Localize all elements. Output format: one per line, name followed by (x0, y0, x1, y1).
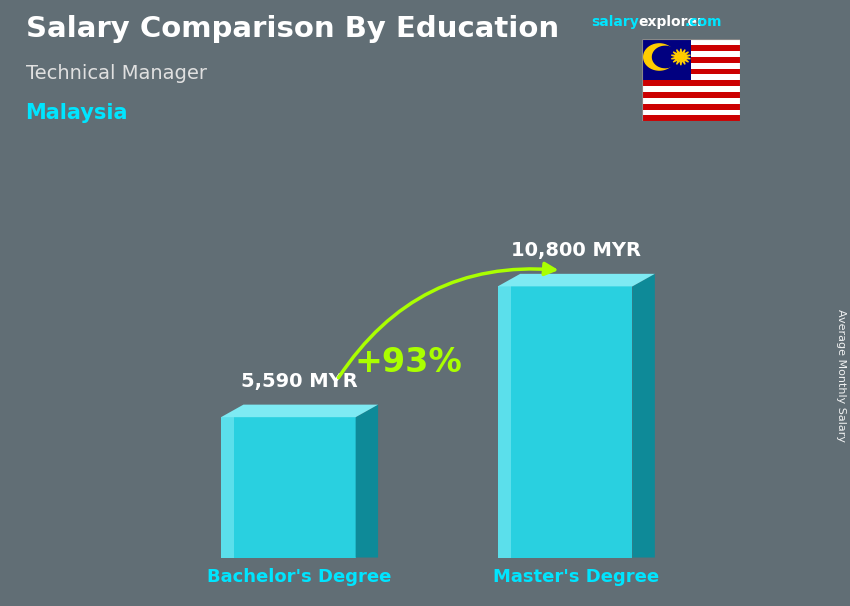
Polygon shape (498, 274, 654, 287)
Text: explorer: explorer (638, 15, 704, 29)
Polygon shape (672, 49, 690, 65)
Polygon shape (498, 287, 632, 558)
Text: Master's Degree: Master's Degree (493, 568, 660, 586)
Bar (642, 57, 740, 63)
Bar (642, 80, 740, 86)
Bar (642, 115, 740, 121)
Bar (642, 68, 740, 75)
Text: salary: salary (591, 15, 638, 29)
Text: +93%: +93% (354, 346, 462, 379)
Bar (642, 104, 740, 110)
Polygon shape (643, 44, 675, 70)
Bar (642, 39, 740, 45)
Polygon shape (221, 417, 355, 558)
Text: Average Monthly Salary: Average Monthly Salary (836, 309, 846, 442)
Text: 5,590 MYR: 5,590 MYR (241, 371, 358, 391)
Polygon shape (653, 46, 678, 68)
Bar (642, 92, 740, 98)
Bar (642, 39, 690, 80)
Polygon shape (355, 405, 378, 558)
FancyArrowPatch shape (338, 264, 555, 378)
Polygon shape (498, 287, 511, 558)
Text: Technical Manager: Technical Manager (26, 64, 207, 82)
Bar (642, 86, 740, 92)
Polygon shape (221, 417, 235, 558)
Bar (642, 110, 740, 115)
Polygon shape (221, 405, 378, 417)
Text: 10,800 MYR: 10,800 MYR (512, 241, 641, 260)
Text: Salary Comparison By Education: Salary Comparison By Education (26, 15, 558, 43)
Text: Bachelor's Degree: Bachelor's Degree (207, 568, 392, 586)
Bar (642, 75, 740, 80)
Text: .com: .com (685, 15, 722, 29)
Bar (642, 63, 740, 68)
Text: Malaysia: Malaysia (26, 103, 128, 123)
Bar (642, 51, 740, 57)
Bar (642, 45, 740, 51)
Polygon shape (632, 274, 654, 558)
Bar (642, 98, 740, 104)
